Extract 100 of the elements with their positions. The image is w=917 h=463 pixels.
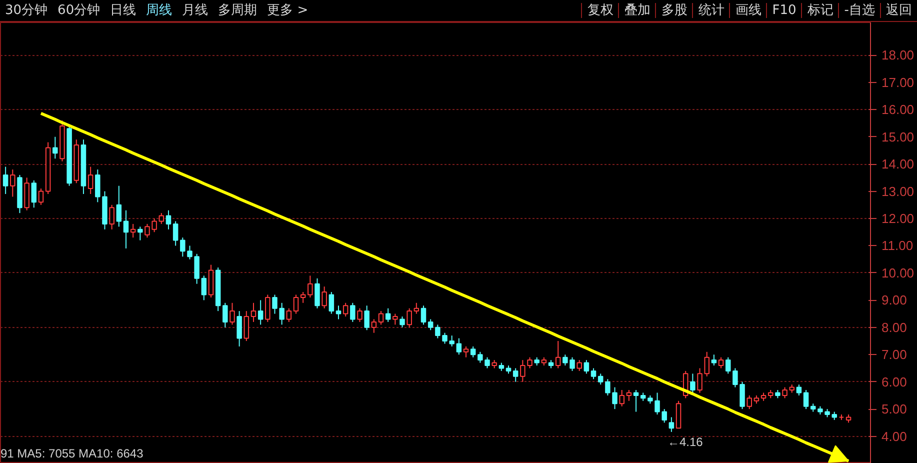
text: 60分钟	[56, 3, 102, 18]
candlestick	[116, 185, 122, 228]
candlestick	[740, 381, 745, 410]
text: 更多 >	[266, 3, 310, 18]
candlestick	[654, 392, 660, 415]
candlestick	[166, 210, 172, 230]
text: 多周期	[217, 3, 258, 18]
y-tick-label: 17.00	[882, 74, 914, 90]
candlestick	[350, 302, 356, 322]
candlestick	[718, 356, 724, 369]
candlestick	[272, 294, 278, 314]
candlestick	[584, 360, 590, 374]
candlestick	[633, 390, 639, 412]
text: 返回	[880, 3, 917, 18]
candlestick	[336, 305, 342, 320]
candlestick	[449, 335, 454, 347]
text: 月线	[181, 3, 210, 18]
candlestick	[222, 302, 228, 328]
candlestick	[194, 253, 200, 284]
y-tick-label: 16.00	[882, 102, 914, 118]
candlestick	[732, 368, 738, 388]
candlestick	[286, 308, 292, 322]
candlestick	[746, 394, 752, 410]
candlestick	[400, 316, 405, 328]
candlestick	[725, 356, 731, 374]
candlestick	[619, 390, 624, 407]
candlestick	[364, 305, 370, 331]
candlestick	[435, 324, 440, 339]
candlestick	[711, 354, 717, 366]
candlestick	[172, 220, 178, 246]
candlestick	[428, 318, 434, 331]
y-tick-label: 4.00	[882, 428, 907, 444]
candlestick	[406, 308, 412, 328]
candlestick	[782, 386, 788, 399]
candlestick	[322, 286, 327, 309]
candlestick	[414, 302, 420, 314]
y-tick-label: 8.00	[882, 320, 907, 335]
y-tick-label: 13.00	[882, 184, 914, 199]
text: 日线	[109, 3, 138, 18]
candlestick	[109, 204, 114, 230]
candlestick	[626, 390, 632, 402]
text: 统计	[692, 3, 730, 18]
candlestick	[598, 373, 604, 386]
candlestick	[512, 368, 518, 382]
candlestick	[38, 188, 44, 206]
y-tick-label: 18.00	[882, 48, 914, 63]
candlestick	[328, 292, 334, 314]
candlestick	[265, 294, 270, 322]
candlestick	[88, 166, 94, 194]
annotation: ←4.16	[667, 434, 704, 449]
candlestick	[478, 351, 483, 364]
candlestick	[123, 210, 129, 249]
text: 标记	[801, 3, 838, 18]
candlestick	[250, 302, 256, 322]
candlestick	[258, 300, 264, 326]
candlestick	[342, 302, 348, 317]
text: 周线	[145, 3, 174, 18]
candlestick	[95, 169, 100, 203]
text: 30分钟	[4, 3, 49, 18]
candlestick	[31, 180, 37, 208]
y-tick-label: 11.00	[882, 238, 914, 254]
candlestick	[371, 318, 377, 334]
candlestick	[463, 346, 469, 358]
candlestick	[697, 368, 702, 394]
candlestick	[796, 384, 802, 396]
candlestick	[420, 305, 426, 326]
annotation: 91 MA5: 7055 MA10: 6643	[0, 446, 144, 460]
candlestick	[668, 416, 674, 432]
candlestick	[308, 275, 313, 298]
candlestick	[690, 373, 696, 394]
y-tick-label: 10.00	[882, 265, 914, 280]
candlestick	[590, 368, 596, 380]
candlestick	[236, 310, 242, 347]
y-tick-label: 5.00	[882, 402, 907, 417]
candlestick	[576, 360, 582, 372]
candlestick	[704, 351, 710, 377]
candlestick	[555, 340, 561, 369]
candlestick	[442, 332, 448, 344]
candlestick	[187, 245, 192, 260]
candlestick	[293, 294, 299, 314]
text: 多股	[655, 3, 692, 18]
candlestick	[527, 356, 532, 369]
y-tick-label: 9.00	[882, 292, 907, 308]
candlestick	[357, 308, 362, 322]
y-tick-label: 15.00	[882, 129, 914, 144]
candlestick	[244, 310, 250, 342]
candlestick	[130, 223, 136, 238]
candlestick	[385, 308, 391, 322]
candlestick	[662, 408, 667, 424]
candlestick	[456, 338, 462, 356]
candlestick	[138, 226, 143, 241]
candlestick	[180, 237, 186, 258]
y-tick-label: 6.00	[882, 374, 907, 390]
candlestick	[201, 275, 207, 301]
candlestick	[470, 346, 476, 358]
y-tick-label: 7.00	[882, 347, 907, 362]
candlestick	[520, 360, 526, 382]
text: 复权	[581, 3, 618, 18]
candlestick	[378, 310, 384, 326]
text: F10	[766, 3, 802, 18]
